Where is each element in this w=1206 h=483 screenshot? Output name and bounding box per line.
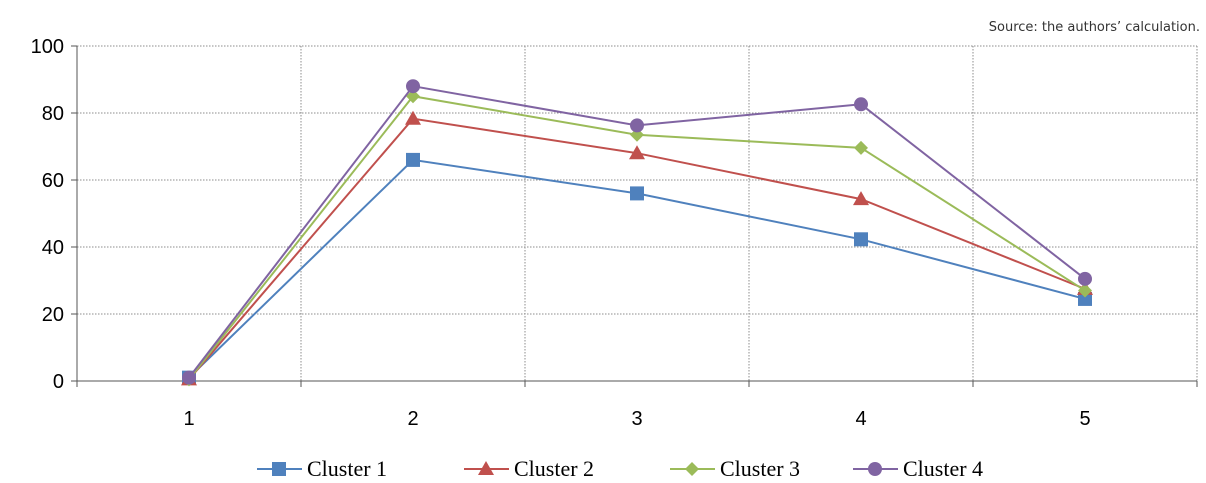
series-4-point-3 [630, 118, 644, 133]
y-tick-label-3: 60 [42, 170, 64, 192]
series-2-point-2 [405, 110, 421, 125]
series-3 [182, 89, 1092, 387]
x-tick-label-2: 3 [631, 408, 642, 430]
legend: Cluster 1 Cluster 2 Cluster 3 Cluster 4 [257, 456, 983, 481]
y-tick-label-1: 20 [42, 304, 64, 326]
series-1-point-4 [854, 232, 868, 247]
legend-item-4: Cluster 4 [853, 456, 983, 481]
legend-label-2: Cluster 2 [514, 456, 594, 481]
series-4-point-1 [182, 370, 196, 385]
legend-marker-2 [478, 461, 494, 475]
series-3-point-2 [406, 89, 420, 104]
x-tick-label-3: 4 [855, 408, 866, 430]
tick-labels: 0 20 40 60 80 100 1 2 3 4 5 [31, 36, 1091, 430]
y-tick-label-4: 80 [42, 103, 64, 125]
series-2 [181, 110, 1093, 386]
legend-label-3: Cluster 3 [720, 456, 800, 481]
series-1-point-2 [406, 152, 420, 167]
series-3-point-4 [854, 140, 868, 155]
x-tick-label-4: 5 [1079, 408, 1090, 430]
gridlines [77, 45, 1198, 381]
y-tick-label-5: 100 [31, 36, 64, 58]
series-3-point-3 [630, 127, 644, 142]
series-4-point-5 [1078, 271, 1092, 286]
legend-label-4: Cluster 4 [903, 456, 983, 481]
source-note: Source: the authors’ calculation. [988, 20, 1200, 35]
y-tick-label-0: 0 [53, 371, 64, 393]
series-1-point-3 [630, 186, 644, 201]
series-4-point-4 [854, 97, 868, 112]
legend-item-3: Cluster 3 [670, 456, 800, 481]
axes [71, 45, 1198, 387]
x-tick-label-0: 1 [183, 408, 194, 430]
x-tick-label-1: 2 [407, 408, 418, 430]
series-1 [182, 152, 1092, 385]
legend-marker-3 [685, 462, 699, 476]
legend-item-1: Cluster 1 [257, 456, 387, 481]
series-4-point-2 [406, 79, 420, 94]
legend-item-2: Cluster 2 [464, 456, 594, 481]
legend-marker-1 [272, 462, 286, 476]
series-2-point-4 [853, 191, 869, 206]
legend-label-1: Cluster 1 [307, 456, 387, 481]
series-4 [182, 79, 1092, 385]
series-1-point-5 [1078, 291, 1092, 306]
legend-marker-4 [868, 462, 882, 476]
series-group [181, 79, 1093, 387]
y-tick-label-2: 40 [42, 237, 64, 259]
series-3-point-5 [1078, 283, 1092, 298]
series-2-point-3 [629, 145, 645, 160]
